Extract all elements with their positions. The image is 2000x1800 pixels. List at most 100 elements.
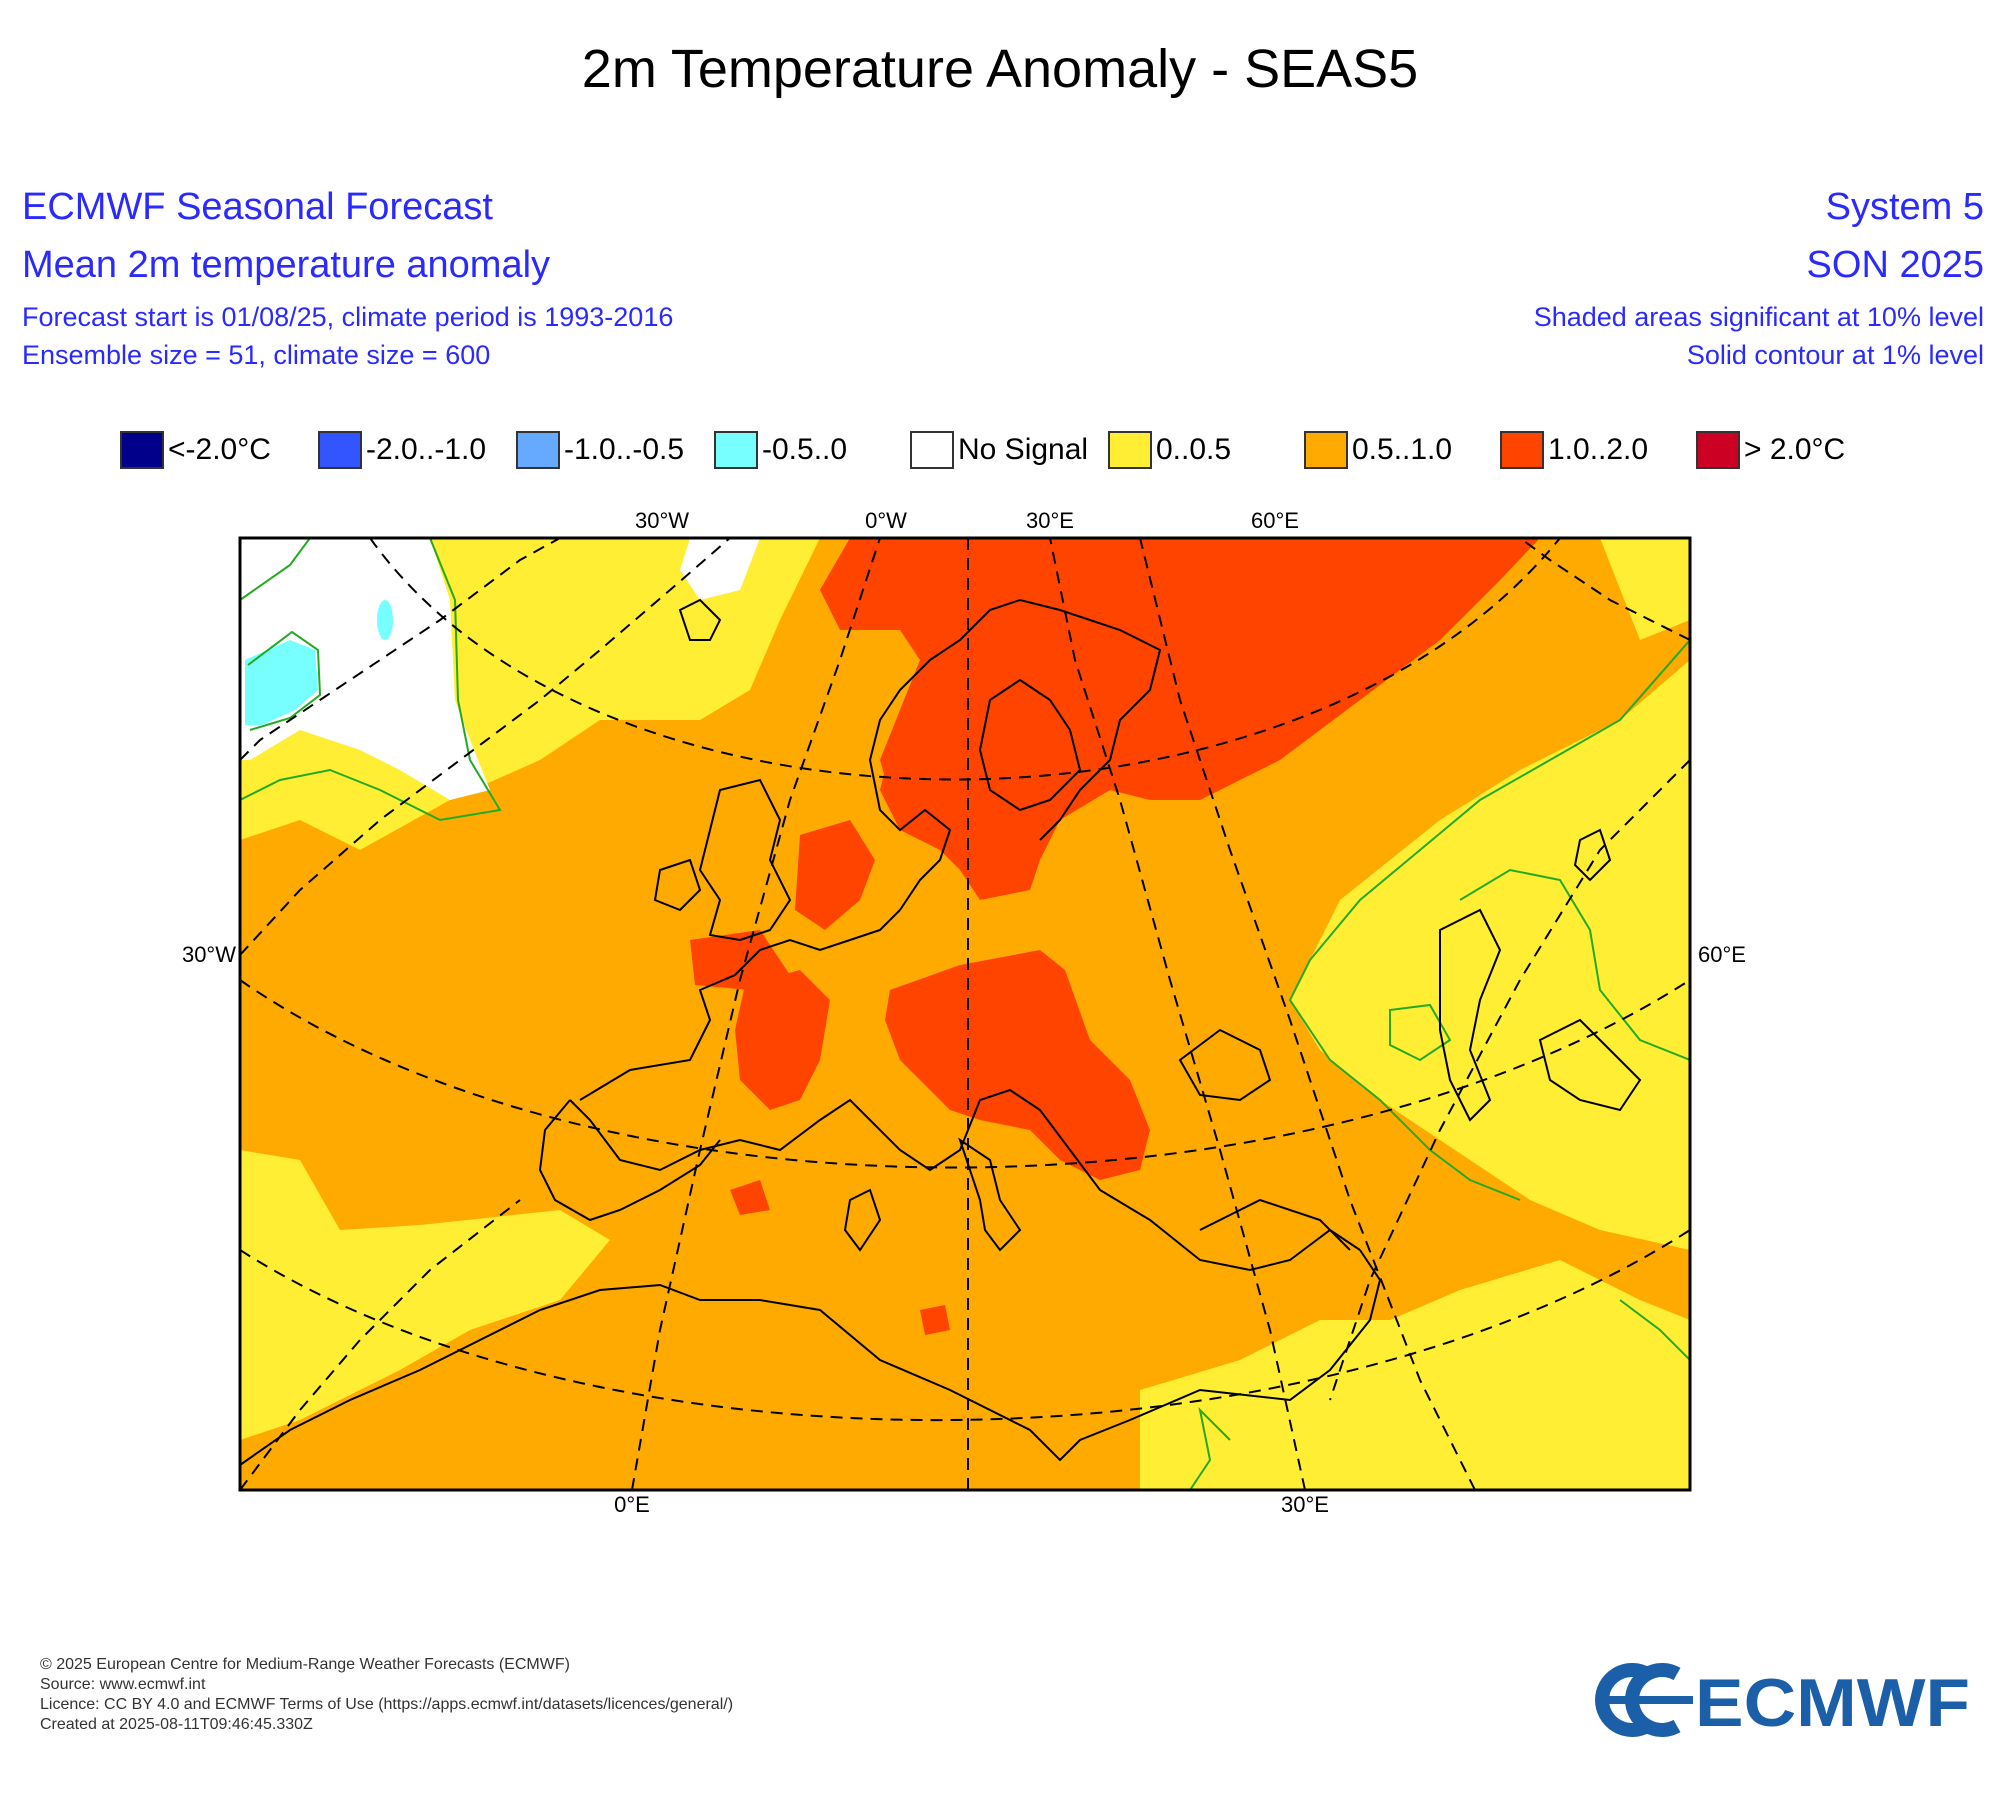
legend-item: -2.0..-1.0 xyxy=(318,428,486,472)
legend-label: 0.5..1.0 xyxy=(1352,433,1453,466)
graticule-line xyxy=(1139,538,1476,1490)
significance-contour xyxy=(240,538,502,822)
coastline xyxy=(678,598,722,641)
map-label-right: 60°E xyxy=(1698,942,1746,967)
legend-item: No Signal xyxy=(910,428,1088,472)
legend-item: > 2.0°C xyxy=(1696,428,1845,472)
anomaly-region xyxy=(1140,1260,1690,1490)
system-label: System 5 xyxy=(1825,186,1984,228)
anomaly-region xyxy=(920,1305,950,1335)
footer: © 2025 European Centre for Medium-Range … xyxy=(40,1655,733,1735)
significance-contour xyxy=(1459,868,1690,1061)
forecast-title: ECMWF Seasonal Forecast xyxy=(22,186,493,228)
forecast-subtitle: Mean 2m temperature anomaly xyxy=(22,244,551,286)
footer-copyright: © 2025 European Centre for Medium-Range … xyxy=(40,1656,570,1673)
legend-label: -1.0..-0.5 xyxy=(564,433,685,466)
ecmwf-logo: ECMWF xyxy=(1595,1663,1970,1740)
legend-item: -1.0..-0.5 xyxy=(516,428,684,472)
page-title: 2m Temperature Anomaly - SEAS5 xyxy=(581,39,1419,99)
anomaly-region xyxy=(1600,538,1690,640)
coastline xyxy=(698,778,792,942)
forecast-start-info: Forecast start is 01/08/25, climate peri… xyxy=(22,302,674,332)
legend-item: 0.5..1.0 xyxy=(1304,428,1452,472)
legend-item: 0..0.5 xyxy=(1108,428,1231,472)
coastline xyxy=(1178,1028,1272,1102)
legend-item: -0.5..0 xyxy=(714,428,847,472)
legend-item: 1.0..2.0 xyxy=(1500,428,1648,472)
anomaly-region xyxy=(240,1150,610,1440)
anomaly-region xyxy=(880,700,980,840)
coastline xyxy=(653,858,702,912)
season-label: SON 2025 xyxy=(1806,244,1984,286)
legend-label: No Signal xyxy=(958,433,1089,466)
graticule-line xyxy=(1329,759,1690,1401)
ecmwf-logo-mark xyxy=(1595,1663,1693,1737)
significance-contour xyxy=(1288,639,1690,1201)
coastline xyxy=(1199,1198,1351,1251)
coastline xyxy=(1439,908,1502,1122)
map-label-top: 30°W xyxy=(635,508,689,533)
legend-label: -0.5..0 xyxy=(762,433,848,466)
ecmwf-logo-text: ECMWF xyxy=(1695,1665,1970,1740)
anomaly-region xyxy=(820,538,1540,900)
significance-contour xyxy=(1189,1406,1231,1490)
legend-swatch xyxy=(120,431,164,469)
ensemble-info: Ensemble size = 51, climate size = 600 xyxy=(22,340,491,370)
footer-created: Created at 2025-08-11T09:46:45.330Z xyxy=(40,1716,313,1733)
graticule-line xyxy=(1049,538,1306,1490)
graticule-line xyxy=(240,979,1690,1169)
map-label-top: 60°E xyxy=(1251,508,1299,533)
legend-label: 1.0..2.0 xyxy=(1548,433,1649,466)
map-label-top: 30°E xyxy=(1026,508,1074,533)
anomaly-region xyxy=(690,930,790,990)
map-label-top: 0°W xyxy=(865,508,907,533)
legend-swatch xyxy=(1696,431,1740,469)
coastline xyxy=(1538,1018,1642,1112)
footer-licence: Licence: CC BY 4.0 and ECMWF Terms of Us… xyxy=(40,1696,734,1713)
map-label-bottom: 30°E xyxy=(1281,1492,1329,1517)
legend-swatch xyxy=(1108,431,1152,469)
coastline xyxy=(843,1188,882,1252)
map-frame xyxy=(238,536,1692,1492)
significance-info: Shaded areas significant at 10% level xyxy=(1533,302,1984,332)
legend-swatch xyxy=(1304,431,1348,469)
coastline xyxy=(1573,828,1612,882)
legend-label: > 2.0°C xyxy=(1744,433,1846,466)
anomaly-region xyxy=(885,950,1150,1180)
coastline xyxy=(538,1099,721,1222)
coastline xyxy=(868,598,1162,911)
significance-contour xyxy=(1389,1003,1452,1062)
graticule-line xyxy=(240,538,561,761)
anomaly-region xyxy=(795,820,875,930)
footer-source: Source: www.ecmwf.int xyxy=(40,1676,206,1693)
legend-label: <-2.0°C xyxy=(168,433,271,466)
legend-swatch xyxy=(318,431,362,469)
significance-contour xyxy=(240,538,311,601)
graticule-line xyxy=(240,1229,1690,1421)
anomaly-region xyxy=(680,538,760,600)
graticule-line xyxy=(240,538,731,956)
legend-swatch xyxy=(516,431,560,469)
map-label-bottom: 0°E xyxy=(614,1492,650,1517)
coastline xyxy=(569,1088,1361,1272)
map-field xyxy=(240,538,1690,1490)
legend-swatch xyxy=(910,431,954,469)
legend-item: <-2.0°C xyxy=(120,428,271,472)
significance-contour xyxy=(247,630,322,731)
anomaly-region xyxy=(735,970,830,1110)
legend-label: -2.0..-1.0 xyxy=(366,433,487,466)
graticule-line xyxy=(240,1199,521,1490)
map-label-left: 30°W xyxy=(182,942,236,967)
graticule-line xyxy=(369,538,1561,781)
coastline xyxy=(579,909,901,1101)
graticule-line xyxy=(631,538,881,1490)
significance-contour xyxy=(1619,1299,1690,1361)
anomaly-region xyxy=(730,1180,770,1215)
graticule-line xyxy=(1519,538,1690,641)
contour-info: Solid contour at 1% level xyxy=(1686,340,1984,370)
legend-swatch xyxy=(714,431,758,469)
anomaly-region xyxy=(377,600,393,640)
legend-label: 0..0.5 xyxy=(1156,433,1232,466)
anomaly-region xyxy=(245,640,318,725)
